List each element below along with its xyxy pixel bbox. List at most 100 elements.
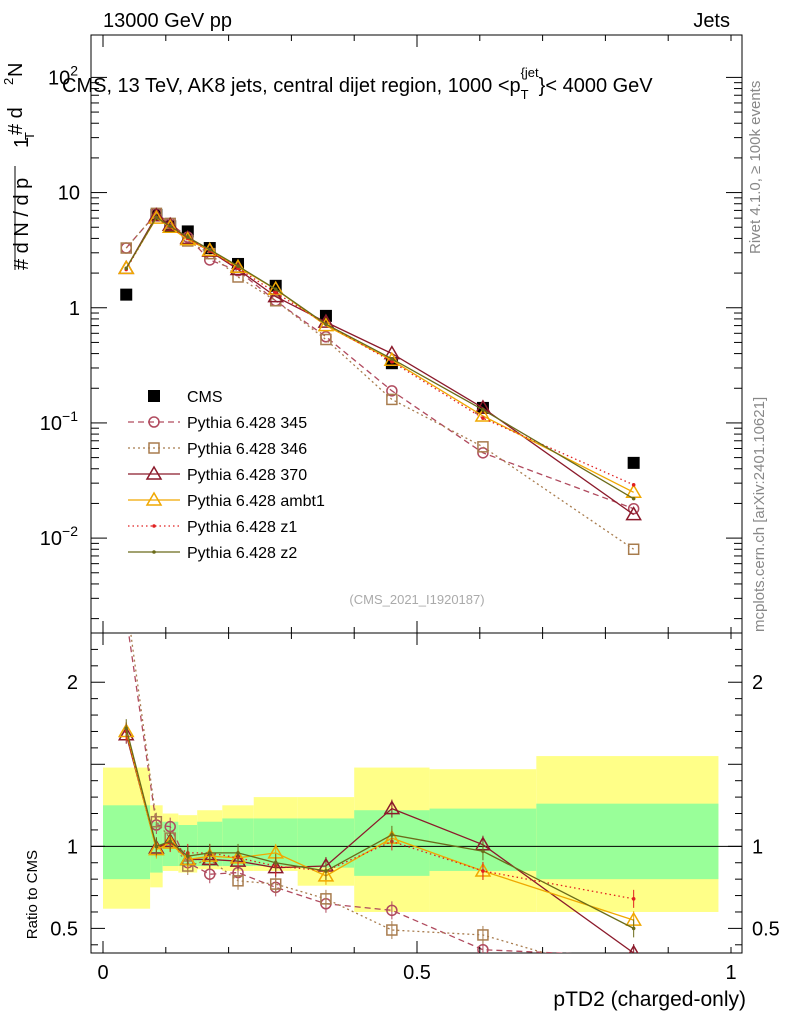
- x-tick-label: 0: [97, 962, 108, 984]
- ratio-point-4-7: [317, 867, 335, 882]
- header-left: 13000 GeV pp: [103, 10, 232, 32]
- data-point-5-8: [390, 359, 394, 364]
- ratio-point-3-10: [628, 944, 639, 953]
- ratio-point-6-0: [124, 726, 129, 730]
- ratio-point-6-9: [481, 849, 485, 854]
- data-point-4-4: [201, 241, 219, 257]
- ratio-y-tick-label-right: 0.5: [752, 918, 780, 940]
- ratio-point-6-1: [154, 844, 159, 849]
- data-point-4-0: [117, 259, 135, 275]
- data-point-1-10: [627, 502, 640, 515]
- data-point-6-4: [207, 247, 212, 252]
- data-point-6-7: [324, 322, 328, 326]
- data-point-6-0: [124, 266, 129, 271]
- ratio-point-1-4: [204, 868, 216, 880]
- ratio-y-tick-label-right: 2: [752, 672, 763, 694]
- svg-text:2: 2: [1, 78, 16, 85]
- data-point-4-7: [317, 317, 335, 332]
- ratio-uncertainty-bands: [103, 756, 719, 912]
- band-inner: [536, 803, 719, 880]
- legend-label: Pythia 6.428 ambt1: [187, 493, 325, 510]
- ratio-point-2-9: [477, 929, 489, 941]
- data-point-5-6: [273, 290, 278, 295]
- ratio-point-1-9: [477, 943, 489, 953]
- data-point-2-10: [627, 543, 640, 556]
- data-point-1-0: [120, 242, 132, 254]
- data-point-1-8: [386, 385, 398, 397]
- ratio-point-2-6: [269, 878, 282, 890]
- ratio-point-2-8: [386, 924, 398, 936]
- legend-label: Pythia 6.428 z1: [187, 519, 297, 536]
- ratio-point-2-5: [232, 875, 244, 887]
- data-point-6-2: [168, 224, 172, 229]
- header-right: Jets: [693, 10, 730, 32]
- legend-label: Pythia 6.428 346: [187, 441, 307, 458]
- data-point-6-3: [185, 235, 190, 239]
- data-point-6-6: [273, 287, 278, 291]
- svg-text:N: N: [5, 63, 27, 77]
- data-point-2-9: [477, 441, 489, 453]
- data-point-4-8: [383, 351, 401, 367]
- legend-marker: [148, 442, 160, 454]
- ratio-point-6-6: [273, 860, 278, 865]
- ratio-point-6-2: [168, 839, 172, 844]
- data-point-5-10: [631, 483, 636, 487]
- ratio-point-5-10: [631, 897, 636, 901]
- legend-marker: [152, 524, 156, 528]
- svg-text:T: T: [22, 132, 37, 140]
- legend: CMS Pythia 6.428 345 Pythia 6.428 346 Pythi…: [128, 389, 325, 562]
- data-point-1-7: [320, 331, 332, 343]
- ratio-point-6-7: [324, 869, 328, 873]
- main-frame: [90, 34, 743, 634]
- y-tick-label: 10: [58, 183, 80, 205]
- x-axis-label: pTD2 (charged-only): [553, 988, 746, 1011]
- axis-ticks: 0 0.5 1 10−2 10−1 1 10 102 0.5 0.5 1 1 2 2: [40, 35, 780, 984]
- main-y-axis-label: # d N / d p 1 T # d 2 N: [1, 63, 37, 270]
- legend-label: Pythia 6.428 345: [187, 415, 307, 432]
- rivet-label: Rivet 4.1.0, ≥ 100k events: [747, 81, 764, 254]
- svg-text:# d: # d: [5, 107, 27, 135]
- data-point-4-9: [474, 407, 492, 422]
- y-tick-label: 10−1: [40, 408, 78, 435]
- ratio-y-tick-label: 0.5: [50, 918, 78, 940]
- ratio-point-2-1: [150, 815, 163, 828]
- legend-label: Pythia 6.428 z2: [187, 545, 297, 562]
- data-series: [117, 207, 642, 556]
- band-inner: [103, 805, 151, 880]
- ratio-point-6-3: [185, 854, 190, 858]
- y-tick-label: 1: [69, 298, 80, 320]
- y-tick-label: 102: [48, 62, 78, 89]
- ratio-y-axis-label: Ratio to CMS: [24, 850, 41, 939]
- data-point-0-0: [120, 288, 133, 301]
- data-point-1-9: [477, 447, 489, 459]
- data-point-0-10: [627, 456, 640, 469]
- chart-title: CMS, 13 TeV, AK8 jets, central dijet reg…: [62, 65, 653, 102]
- svg-text:1: 1: [11, 137, 33, 148]
- legend-label: CMS: [187, 389, 223, 406]
- x-tick-label: 0.5: [403, 962, 431, 984]
- legend-marker: [145, 491, 163, 506]
- svg-text:# d N / d p: # d N / d p: [11, 178, 33, 270]
- data-point-5-9: [481, 416, 485, 420]
- data-point-4-1: [148, 209, 165, 224]
- ratio-point-3-8: [383, 800, 401, 815]
- ratio-point-6-4: [207, 851, 212, 855]
- data-point-3-6: [267, 288, 285, 303]
- data-point-0-6: [269, 279, 282, 292]
- data-point-2-0: [120, 242, 132, 254]
- data-point-6-1: [154, 215, 159, 220]
- data-point-3-10: [625, 506, 642, 521]
- ratio-point-6-8: [390, 833, 394, 837]
- legend-marker: [148, 390, 160, 402]
- legend-marker: [148, 416, 160, 428]
- data-point-3-9: [474, 399, 492, 414]
- legend-marker: [152, 550, 156, 554]
- ratio-series: [117, 633, 642, 953]
- watermark: (CMS_2021_I1920187): [349, 592, 484, 607]
- legend-marker: [145, 465, 163, 480]
- ratio-y-tick-label-right: 1: [752, 836, 763, 858]
- legend-label: Pythia 6.428 370: [187, 467, 307, 484]
- data-point-6-9: [481, 408, 485, 412]
- data-point-4-5: [229, 258, 247, 273]
- data-point-2-8: [386, 393, 398, 406]
